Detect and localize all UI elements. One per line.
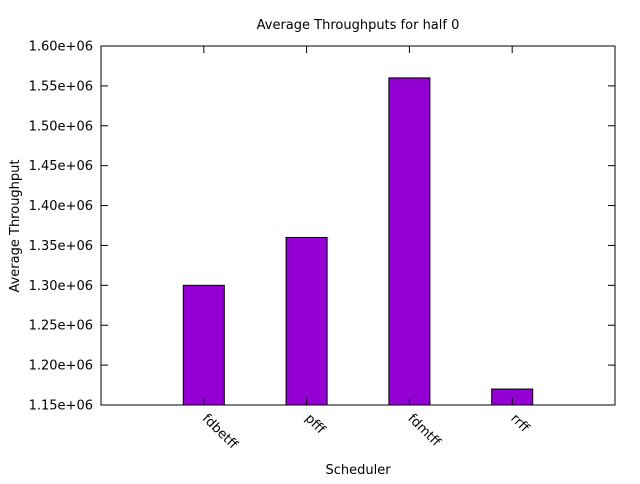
y-tick-label: 1.55e+06	[29, 79, 93, 94]
bar-fdbetff	[182, 284, 225, 406]
y-tick-label: 1.15e+06	[29, 399, 93, 414]
y-axis-label: Average Throughput	[8, 159, 23, 292]
y-tick-label: 1.60e+06	[29, 40, 93, 55]
x-tick-label: fdbetff	[199, 411, 241, 453]
bars	[182, 77, 534, 406]
y-tick-label: 1.45e+06	[29, 159, 93, 174]
y-tick-label: 1.30e+06	[29, 279, 93, 294]
bar-fdmtff	[388, 77, 431, 406]
y-tick-label: 1.25e+06	[29, 319, 93, 334]
x-axis: fdbetff pfff fdmtff rrff	[199, 46, 532, 453]
x-tick-label: fdmtff	[405, 411, 444, 450]
y-tick-label: 1.50e+06	[29, 119, 93, 134]
y-axis: 1.15e+06 1.20e+06 1.25e+06 1.30e+06 1.35e+06…	[29, 40, 615, 414]
x-tick-label: pfff	[302, 411, 328, 437]
bar-pfff	[285, 236, 328, 406]
x-axis-label: Scheduler	[325, 463, 391, 478]
y-tick-label: 1.20e+06	[29, 359, 93, 374]
y-tick-label: 1.40e+06	[29, 199, 93, 214]
x-tick-label: rrff	[507, 411, 532, 436]
plot-frame	[100, 45, 616, 406]
chart-title: Average Throughputs for half 0	[257, 18, 460, 33]
y-tick-label: 1.35e+06	[29, 239, 93, 254]
